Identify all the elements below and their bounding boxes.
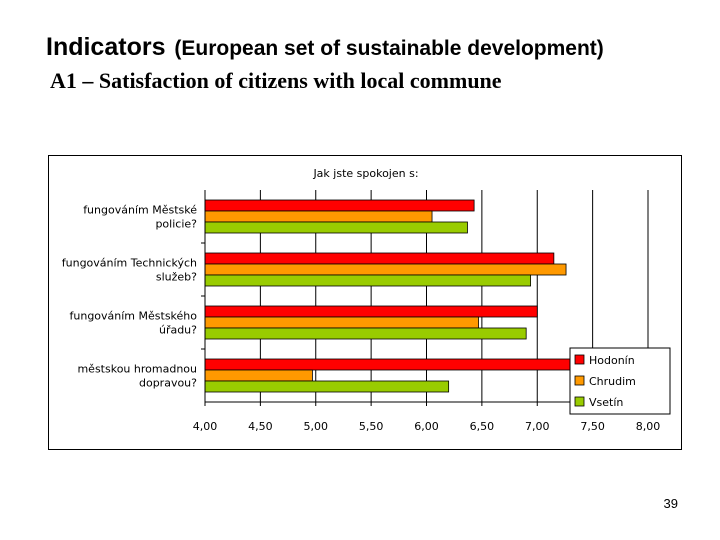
chart-container: Jak jste spokojen s: 4,00 4,50 5,00 5,50 6,0… bbox=[48, 155, 682, 450]
chart-title: Jak jste spokojen s: bbox=[312, 167, 418, 180]
bar bbox=[204, 274, 532, 287]
category-label: městskou hromadnou dopravou? bbox=[77, 363, 197, 390]
bar bbox=[204, 369, 313, 382]
x-tick-label: 7,00 bbox=[525, 420, 550, 433]
legend-swatch bbox=[574, 375, 585, 386]
legend-label: Chrudim bbox=[589, 375, 636, 388]
x-tick-label: 5,00 bbox=[304, 420, 329, 433]
bar bbox=[204, 316, 479, 329]
bar bbox=[204, 252, 555, 265]
x-tick-label: 7,50 bbox=[580, 420, 605, 433]
x-tick-label: 6,00 bbox=[414, 420, 439, 433]
legend-box bbox=[569, 347, 671, 415]
legend-label: Hodonín bbox=[589, 354, 635, 367]
category-label: fungováním Městského úřadu? bbox=[70, 310, 198, 337]
x-tick-label: 4,50 bbox=[248, 420, 273, 433]
bar bbox=[204, 210, 433, 223]
legend-swatch bbox=[574, 354, 585, 365]
category-label: fungováním Technických služeb? bbox=[62, 257, 197, 284]
bar bbox=[204, 380, 450, 393]
slide-title-sub: (European set of sustainable development… bbox=[174, 37, 604, 60]
satisfaction-bar-chart: Jak jste spokojen s: 4,00 4,50 5,00 5,50 6,0… bbox=[48, 155, 682, 450]
x-tick-label: 4,00 bbox=[193, 420, 218, 433]
bar bbox=[204, 305, 538, 318]
bar bbox=[204, 327, 527, 340]
category-label: fungováním Městské policie? bbox=[83, 204, 197, 231]
slide-subtitle: A1 – Satisfaction of citizens with local… bbox=[50, 68, 502, 93]
x-tick-label: 6,50 bbox=[470, 420, 495, 433]
x-tick-label: 5,50 bbox=[359, 420, 384, 433]
slide-title: Indicators (European set of sustainable … bbox=[46, 26, 604, 63]
bar bbox=[204, 358, 571, 371]
page-number: 39 bbox=[663, 496, 678, 511]
legend-swatch bbox=[574, 396, 585, 407]
bar bbox=[204, 199, 475, 212]
bar bbox=[204, 221, 468, 234]
bar bbox=[204, 263, 567, 276]
legend-label: Vsetín bbox=[589, 396, 623, 409]
slide-title-main: Indicators bbox=[46, 33, 166, 61]
x-tick-label: 8,00 bbox=[636, 420, 661, 433]
